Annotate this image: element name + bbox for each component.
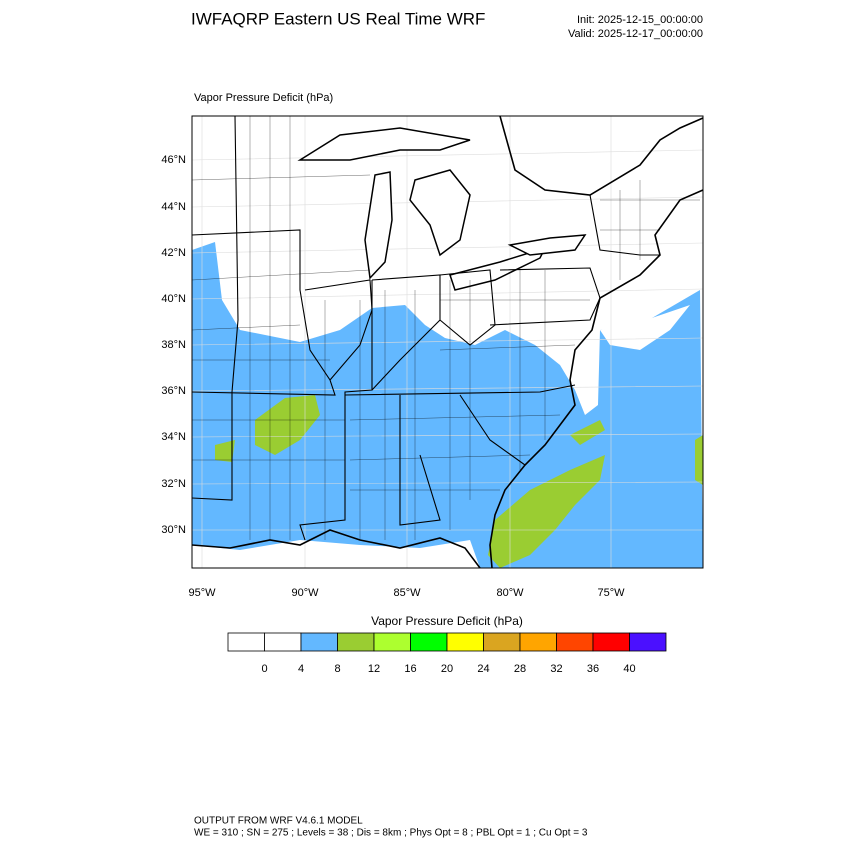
vpd-green-area — [215, 440, 235, 462]
map — [192, 116, 703, 568]
lat-label: 34°N — [161, 431, 186, 443]
lat-label: 32°N — [161, 478, 186, 490]
lon-label: 80°W — [496, 587, 524, 599]
colorbar-box — [483, 632, 521, 652]
colorbar-box — [629, 632, 667, 652]
gulf-white-area — [192, 540, 480, 568]
vpd-green-area — [255, 395, 320, 455]
colorbar-label: 24 — [477, 663, 489, 675]
colorbar-box — [227, 632, 265, 652]
colorbar-box — [556, 632, 594, 652]
lat-label: 38°N — [161, 339, 186, 351]
colorbar-box — [519, 632, 557, 652]
lon-label: 75°W — [597, 587, 625, 599]
colorbar-label: 28 — [514, 663, 526, 675]
footer-line: WE = 310 ; SN = 275 ; Levels = 38 ; Dis … — [194, 828, 588, 839]
valid-time: Valid: 2025-12-17_00:00:00 — [568, 28, 703, 40]
colorbar-label: 4 — [298, 663, 304, 675]
lon-label: 95°W — [188, 587, 216, 599]
lat-label: 40°N — [161, 293, 186, 305]
lat-label: 36°N — [161, 385, 186, 397]
vpd-green-area — [695, 435, 703, 485]
init-time: Init: 2025-12-15_00:00:00 — [577, 14, 703, 26]
colorbar-box — [410, 632, 448, 652]
coastlines — [192, 116, 703, 568]
colorbar-label: 20 — [441, 663, 453, 675]
lat-label: 42°N — [161, 247, 186, 259]
colorbar-label: 36 — [587, 663, 599, 675]
colorbar: 0 4 8 12 16 20 24 28 32 36 40 — [227, 632, 667, 675]
vpd-green-area — [570, 420, 605, 445]
lat-label: 44°N — [161, 201, 186, 213]
vpd-green-area — [488, 455, 605, 568]
colorbar-label: 12 — [368, 663, 380, 675]
colorbar-label: 32 — [550, 663, 562, 675]
footer-line: OUTPUT FROM WRF V4.6.1 MODEL — [194, 816, 363, 827]
colorbar-label: 40 — [623, 663, 635, 675]
lat-labels: 46°N 44°N 42°N 40°N 38°N 36°N 34°N 32°N … — [161, 154, 186, 536]
title: IWFAQRP Eastern US Real Time WRF — [191, 9, 485, 28]
colorbar-box — [373, 632, 411, 652]
lon-labels: 95°W 90°W 85°W 80°W 75°W — [188, 587, 625, 599]
colorbar-box — [337, 632, 375, 652]
lon-label: 85°W — [393, 587, 421, 599]
lon-label: 90°W — [291, 587, 319, 599]
county-borders — [192, 116, 700, 540]
lat-label: 46°N — [161, 154, 186, 166]
great-lakes — [297, 127, 587, 291]
colorbar-box — [264, 632, 302, 652]
atlantic-white-area — [600, 305, 690, 350]
colorbar-label: 0 — [261, 663, 267, 675]
colorbar-box — [592, 632, 630, 652]
lat-label: 30°N — [161, 524, 186, 536]
colorbar-title: Vapor Pressure Deficit (hPa) — [371, 614, 523, 628]
map-label: Vapor Pressure Deficit (hPa) — [194, 92, 333, 104]
colorbar-box — [446, 632, 484, 652]
colorbar-label: 8 — [334, 663, 340, 675]
colorbar-box — [300, 632, 338, 652]
colorbar-label: 16 — [404, 663, 416, 675]
map-frame — [191, 115, 704, 569]
